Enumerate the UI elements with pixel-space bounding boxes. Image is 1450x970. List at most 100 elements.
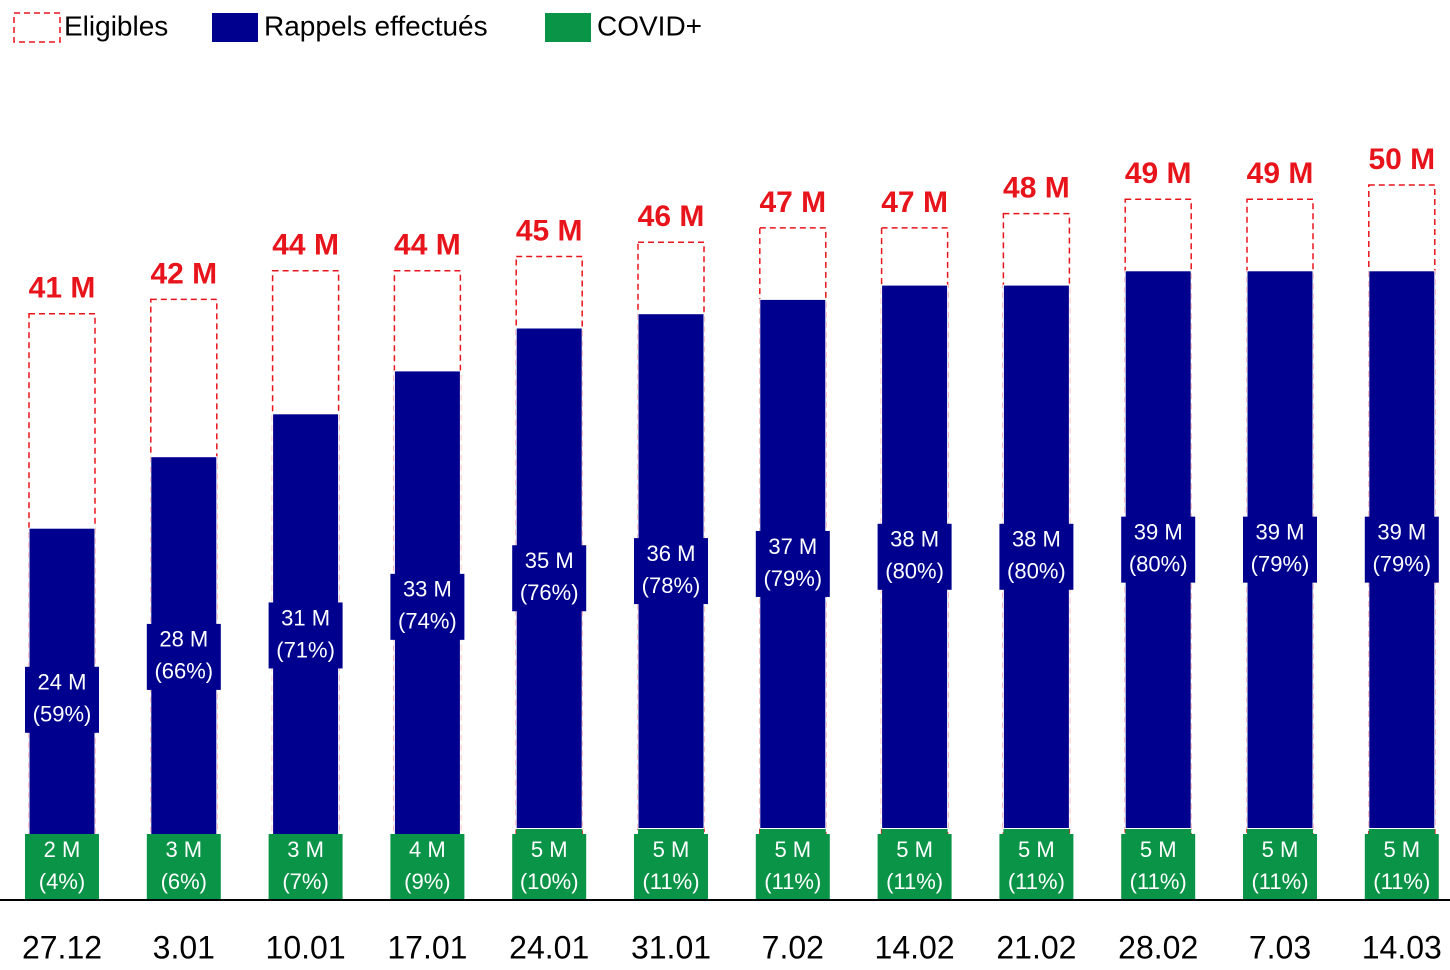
eligible-label: 48 M xyxy=(1003,172,1070,205)
eligible-label: 47 M xyxy=(881,186,948,219)
data-label: 39 M xyxy=(1256,519,1305,544)
label-bg xyxy=(1121,834,1196,900)
x-tick-label: 10.01 xyxy=(266,929,346,965)
label-bg xyxy=(999,834,1074,900)
label-bg xyxy=(268,602,343,669)
x-tick-label: 7.03 xyxy=(1249,929,1311,965)
label-bg xyxy=(999,523,1074,590)
label-bg xyxy=(512,545,587,612)
x-tick-label: 27.12 xyxy=(22,929,102,965)
data-label: 38 M xyxy=(890,527,939,552)
label-bg xyxy=(1243,834,1317,900)
label-bg xyxy=(512,834,587,900)
eligible-label: 49 M xyxy=(1125,157,1192,190)
legend-label: Rappels effectués xyxy=(264,10,488,41)
data-label: (4%) xyxy=(39,869,85,894)
data-label: 37 M xyxy=(768,534,817,559)
data-label: (66%) xyxy=(154,659,213,684)
data-label: (76%) xyxy=(520,580,579,605)
data-label: 38 M xyxy=(1012,527,1061,552)
data-label: 39 M xyxy=(1377,519,1426,544)
label-bg xyxy=(390,573,465,640)
data-label: 5 M xyxy=(1262,837,1299,862)
eligible-label: 41 M xyxy=(29,272,96,305)
label-bg xyxy=(755,834,830,900)
data-label: (80%) xyxy=(1007,559,1066,584)
data-label: (74%) xyxy=(398,609,457,634)
data-label: (11%) xyxy=(1373,869,1430,894)
label-bg xyxy=(634,834,708,900)
x-tick-label: 14.03 xyxy=(1362,929,1442,965)
data-label: 5 M xyxy=(774,837,811,862)
data-label: 36 M xyxy=(647,541,696,566)
data-label: (7%) xyxy=(282,869,328,894)
data-label: 5 M xyxy=(896,837,933,862)
x-tick-label: 14.02 xyxy=(875,929,955,965)
label-bg xyxy=(634,538,708,605)
x-tick-label: 3.01 xyxy=(153,929,215,965)
label-bg xyxy=(1243,516,1317,583)
label-bg xyxy=(268,834,343,900)
data-label: (9%) xyxy=(404,869,450,894)
label-bg xyxy=(1364,516,1439,583)
data-label: 2 M xyxy=(44,837,81,862)
data-label: 4 M xyxy=(409,837,446,862)
data-label: 35 M xyxy=(525,548,574,573)
legend-swatch xyxy=(13,12,61,43)
data-label: (79%) xyxy=(1251,551,1310,576)
legend-swatch xyxy=(212,13,258,42)
data-label: (11%) xyxy=(1130,869,1187,894)
eligible-label: 46 M xyxy=(638,200,705,233)
data-label: 5 M xyxy=(1383,837,1420,862)
label-bg xyxy=(390,834,465,900)
data-label: 33 M xyxy=(403,577,452,602)
data-label: (79%) xyxy=(763,566,822,591)
data-label: (10%) xyxy=(520,869,579,894)
eligible-label: 45 M xyxy=(516,214,583,247)
data-label: 5 M xyxy=(653,837,690,862)
data-label: (11%) xyxy=(764,869,821,894)
data-label: 3 M xyxy=(287,837,324,862)
data-label: (11%) xyxy=(886,869,943,894)
label-bg xyxy=(1364,834,1439,900)
data-label: (78%) xyxy=(642,573,701,598)
data-label: (11%) xyxy=(642,869,699,894)
eligible-label: 44 M xyxy=(394,229,461,262)
data-label: 39 M xyxy=(1134,519,1183,544)
label-bg xyxy=(877,523,952,590)
label-bg xyxy=(146,623,221,690)
label-bg xyxy=(877,834,952,900)
data-label: (71%) xyxy=(276,637,335,662)
data-label: (80%) xyxy=(885,559,944,584)
legend-label: Eligibles xyxy=(64,10,168,41)
label-bg xyxy=(755,530,830,597)
data-label: (6%) xyxy=(161,869,207,894)
x-tick-label: 28.02 xyxy=(1118,929,1198,965)
eligible-label: 47 M xyxy=(759,186,826,219)
eligible-label: 44 M xyxy=(272,229,339,262)
data-label: (80%) xyxy=(1129,551,1188,576)
label-bg xyxy=(25,666,99,733)
legend-label: COVID+ xyxy=(597,10,702,41)
label-bg xyxy=(25,834,99,900)
data-label: 28 M xyxy=(159,627,208,652)
data-label: (11%) xyxy=(1008,869,1065,894)
data-label: (59%) xyxy=(33,702,92,727)
data-label: 31 M xyxy=(281,605,330,630)
data-label: (11%) xyxy=(1251,869,1308,894)
eligible-label: 49 M xyxy=(1247,157,1314,190)
eligible-label: 42 M xyxy=(150,257,217,290)
data-label: (79%) xyxy=(1372,551,1431,576)
data-label: 5 M xyxy=(531,837,568,862)
label-bg xyxy=(146,834,221,900)
data-label: 5 M xyxy=(1140,837,1177,862)
legend-swatch xyxy=(545,13,591,42)
eligible-label: 50 M xyxy=(1368,143,1435,176)
x-tick-label: 17.01 xyxy=(387,929,467,965)
x-tick-label: 7.02 xyxy=(762,929,824,965)
label-bg xyxy=(1121,516,1196,583)
data-label: 5 M xyxy=(1018,837,1055,862)
data-label: 3 M xyxy=(165,837,202,862)
x-tick-label: 31.01 xyxy=(631,929,711,965)
